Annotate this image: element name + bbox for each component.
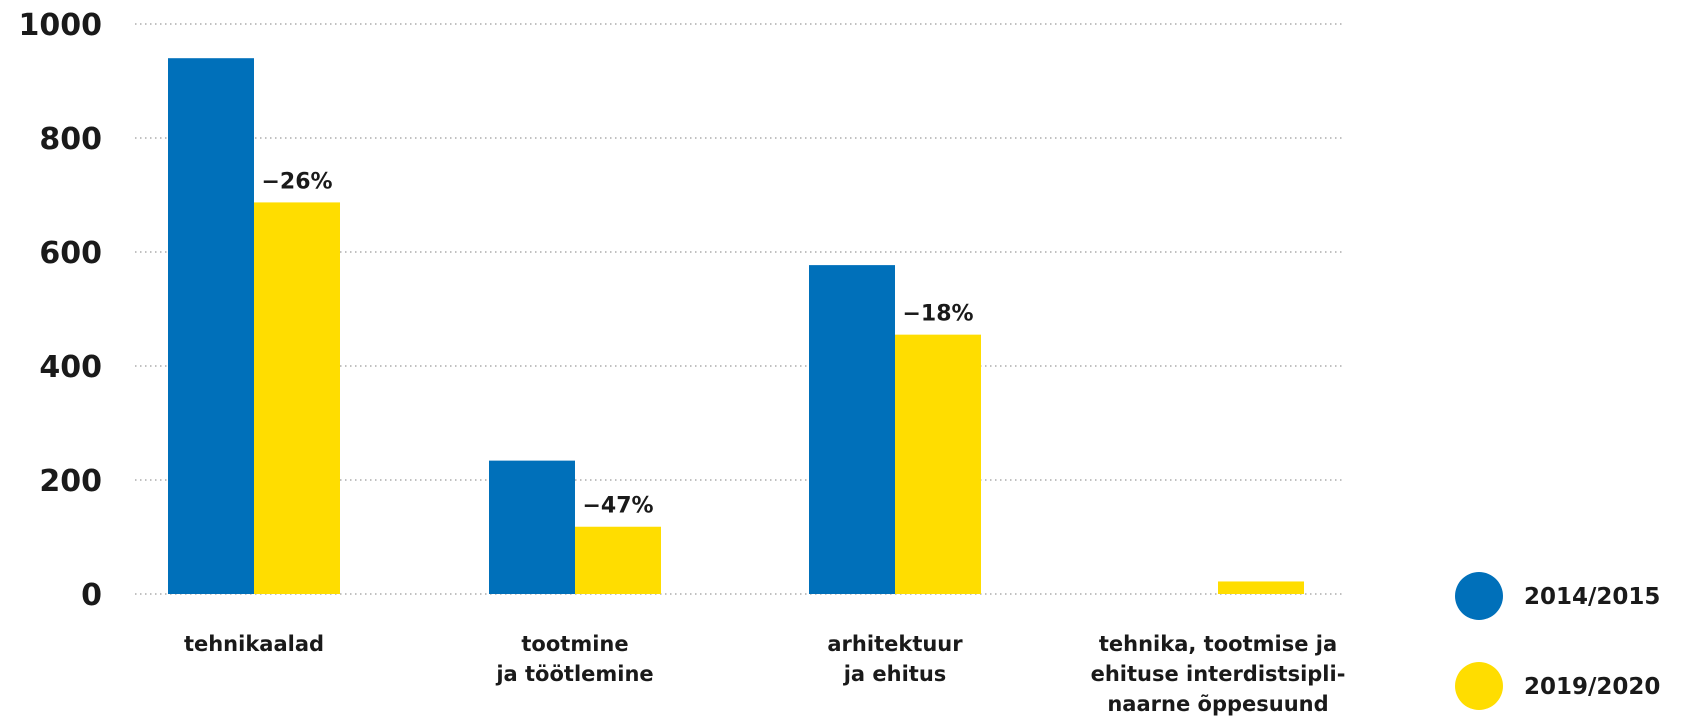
category-label: ja ehitus: [843, 662, 947, 686]
data-label: −26%: [261, 169, 332, 194]
gridlines: [135, 23, 1345, 595]
bar-2019-2020-0: [254, 202, 340, 594]
x-axis-categories: tehnikaalad tootmine ja töötlemine arhitekt…: [184, 632, 1345, 716]
legend-label: 2014/2015: [1524, 584, 1660, 610]
category-label: tootmine: [521, 632, 628, 656]
category-label: ja töötlemine: [495, 662, 653, 686]
legend-item: 2014/2015: [1455, 572, 1660, 620]
legend-swatch-icon: [1455, 572, 1503, 620]
bar-2014-2015-2: [809, 265, 895, 594]
y-tick-label: 800: [39, 122, 102, 157]
category-label: tehnikaalad: [184, 632, 324, 656]
bar-2019-2020-3: [1218, 581, 1304, 594]
y-tick-label: 600: [39, 236, 102, 271]
category-label: naarne õppesuund: [1107, 692, 1328, 716]
bar-2014-2015-1: [489, 460, 575, 594]
category-label: tehnika, tootmise ja: [1099, 632, 1337, 656]
y-tick-label: 400: [39, 350, 102, 385]
bar-2014-2015-0: [168, 58, 254, 594]
legend-label: 2019/2020: [1524, 674, 1660, 700]
category-label: arhitektuur: [827, 632, 963, 656]
legend-item: 2019/2020: [1455, 662, 1660, 710]
y-axis-ticks: 0 200 400 600 800 1000: [19, 8, 103, 613]
data-label: −47%: [582, 494, 653, 519]
bar-2019-2020-2: [895, 334, 981, 594]
data-label: −18%: [902, 302, 973, 327]
y-tick-label: 1000: [19, 8, 103, 43]
y-tick-label: 200: [39, 464, 102, 499]
category-label: ehituse interdistsipli-: [1091, 662, 1346, 686]
legend-swatch-icon: [1455, 662, 1503, 710]
bars: [168, 58, 1304, 594]
y-tick-label: 0: [81, 578, 102, 613]
bar-2019-2020-1: [575, 526, 661, 594]
data-labels: −26% −47% −18%: [261, 169, 973, 518]
legend: 2014/2015 2019/2020: [1455, 572, 1660, 710]
